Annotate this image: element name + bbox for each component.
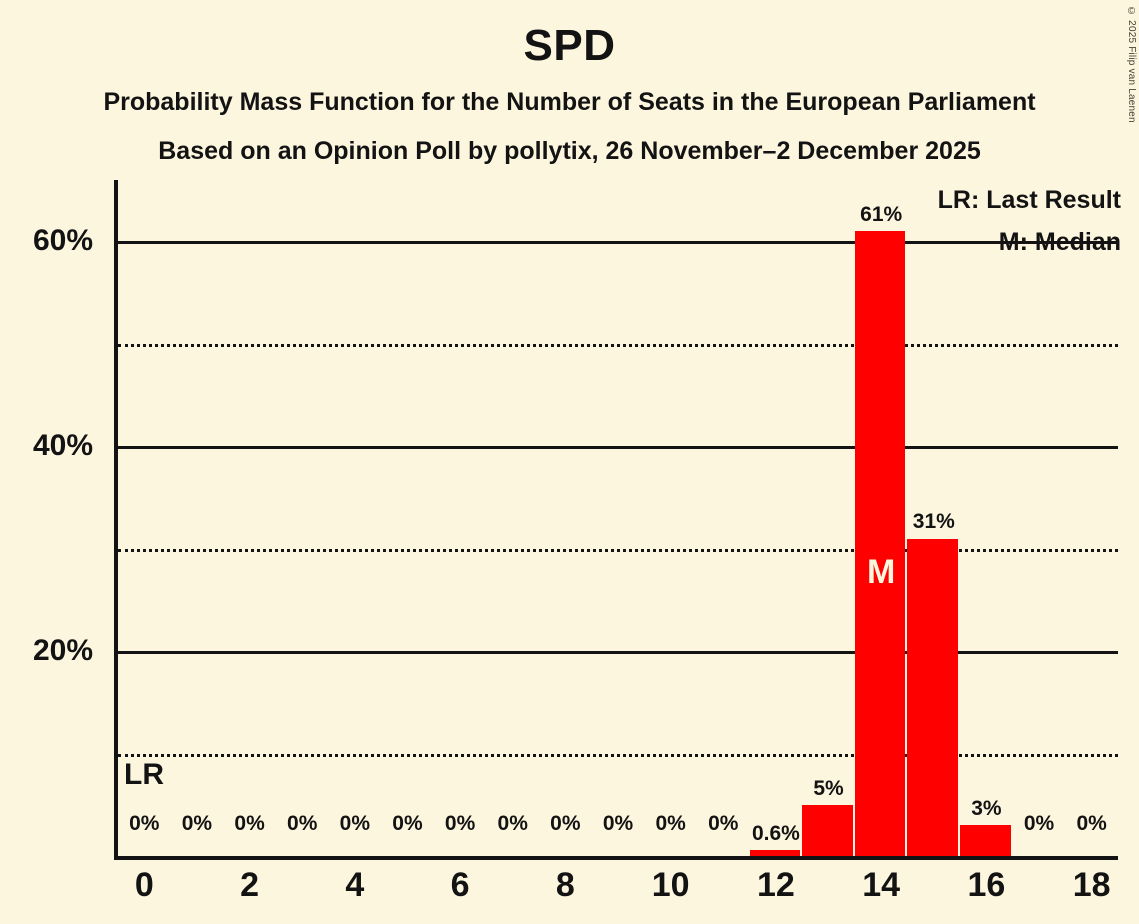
chart-subtitle: Probability Mass Function for the Number… [103,88,1036,116]
gridline-minor [118,753,1118,757]
x-axis-tick-label: 18 [1072,866,1111,904]
page-title: SPD [523,21,616,70]
bar-value-label: 0% [234,812,265,835]
y-axis-line [114,180,118,856]
gridline-minor [118,343,1118,347]
bar-value-label: 0% [550,812,581,835]
bar-value-label: 0% [708,812,739,835]
gridline-major [118,241,1118,245]
bar [749,849,801,856]
y-axis-tick-label: 40% [32,429,93,463]
bar [854,231,906,856]
bar-value-label: 0% [655,812,686,835]
bar-value-label: 31% [912,510,955,534]
bar-value-label: 5% [813,776,844,800]
bar-value-label: 0% [497,812,528,835]
bar [960,825,1011,856]
bar [802,804,853,856]
bar-value-label: 0% [392,812,423,835]
x-axis-line [114,856,1118,860]
bar-value-label: 3% [971,797,1002,821]
chart-plot-area: 20% 40% 60% 0% 0% 0% 0% 0% 0% 0% 0% 0% 0% 0% 0% 0.6% 5%… [33,180,1118,860]
copyright-notice: © 2025 Filip van Laenen [1126,6,1137,123]
x-axis-tick-label: 2 [240,866,260,904]
gridline-major [118,446,1118,450]
bar-value-label: 0% [339,812,371,835]
bar [907,538,959,856]
chart-source-subtitle: Based on an Opinion Poll by pollytix, 26… [158,137,981,165]
bar-value-label: 61% [860,203,903,227]
x-axis-tick-label: 8 [555,866,575,904]
gridline-major [118,651,1118,655]
bar-value-label: 0.6% [751,821,800,845]
y-axis-tick-label: 60% [32,224,93,258]
bar-value-label: 0% [181,812,213,835]
x-axis-tick-label: 0 [134,866,154,904]
x-axis-tick-label: 4 [345,866,365,904]
last-result-marker: LR [124,757,164,791]
x-axis-tick-label: 16 [967,866,1006,904]
bar-value-label: 0% [444,812,476,835]
bar-value-label: 0% [287,812,318,835]
x-axis-tick-label: 12 [756,866,795,904]
gridline-minor [118,548,1118,552]
x-axis-tick-label: 14 [862,866,901,904]
bar-value-label: 0% [1023,812,1055,835]
x-axis-tick-label: 10 [651,866,690,904]
bar-value-label: 0% [1076,812,1107,835]
bar-value-label: 0% [602,812,634,835]
y-axis-tick-label: 20% [32,634,93,668]
bar-value-label: 0% [129,812,160,835]
x-axis-tick-label: 6 [450,866,470,904]
legend-last-result: LR: Last Result [937,186,1121,214]
